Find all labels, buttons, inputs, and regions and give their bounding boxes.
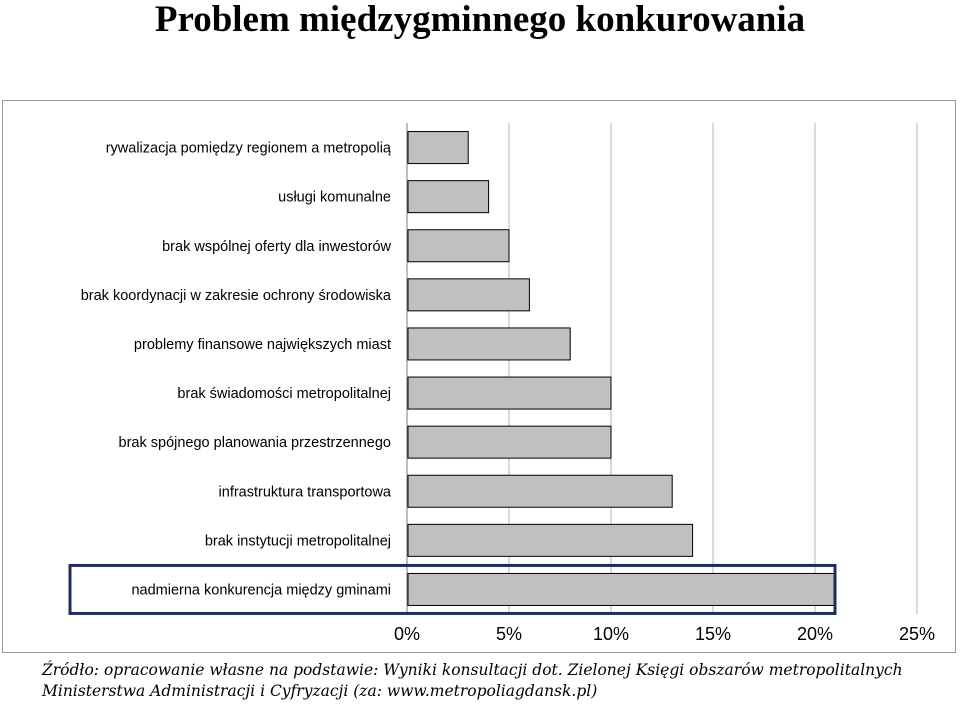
category-label: usługi komunalne [278, 190, 391, 206]
source-line-1: Źródło: opracowanie własne na podstawie:… [42, 661, 903, 679]
category-label: nadmierna konkurencja między gminami [131, 582, 391, 598]
bar-chart: 0% 5% 10% 15% 20% 25% rywalizacja pomiędzy reg… [68, 123, 935, 644]
source-note: Źródło: opracowanie własne na podstawie:… [42, 660, 952, 702]
bar [407, 376, 612, 410]
bar [407, 523, 694, 557]
x-tick-label: 10% [593, 624, 629, 644]
bar [407, 229, 510, 263]
bar [407, 131, 469, 165]
category-label: brak spójnego planowania przestrzennego [119, 435, 391, 451]
category-label: rywalizacja pomiędzy regionem a metropol… [106, 141, 392, 157]
bar [407, 572, 836, 606]
category-label: brak świadomości metropolitalnej [177, 386, 391, 402]
bar [407, 180, 490, 214]
category-label: brak wspólnej oferty dla inwestorów [162, 239, 391, 255]
source-line-2: Ministerstwa Administracji i Cyfryzacji … [42, 682, 598, 700]
category-label: problemy finansowe największych miast [134, 337, 391, 353]
chart-frame: 0% 5% 10% 15% 20% 25% rywalizacja pomiędzy reg… [2, 100, 956, 653]
category-label: infrastruktura transportowa [219, 484, 392, 500]
bar [407, 425, 612, 459]
bar [407, 474, 673, 508]
bar [407, 278, 530, 312]
highlight-frame [68, 563, 837, 615]
category-label: brak koordynacji w zakresie ochrony środ… [81, 288, 392, 304]
x-tick-label: 20% [797, 624, 833, 644]
x-tick-label: 25% [899, 624, 935, 644]
bar [407, 327, 571, 361]
page-title: Problem międzygminnego konkurowania [154, 0, 806, 40]
x-tick-label: 5% [496, 624, 522, 644]
category-label: brak instytucji metropolitalnej [205, 533, 391, 549]
x-tick-label: 15% [695, 624, 731, 644]
x-tick-label: 0% [394, 624, 420, 644]
